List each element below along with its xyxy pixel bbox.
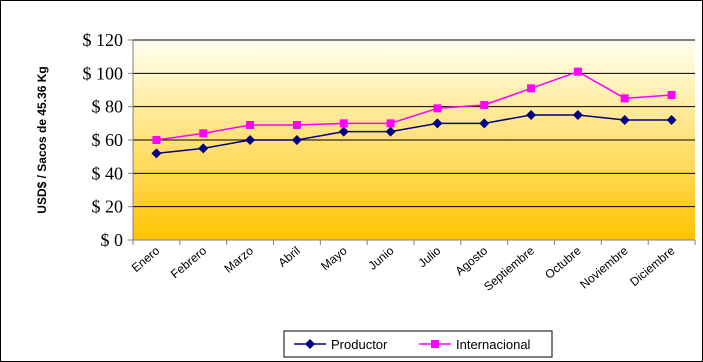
y-tick-label: $ 120 xyxy=(83,30,124,50)
data-point xyxy=(291,135,302,145)
series-productor xyxy=(151,110,677,159)
data-point xyxy=(199,129,208,138)
data-point xyxy=(339,119,348,128)
series-line xyxy=(156,114,672,155)
data-point xyxy=(338,126,349,137)
x-tick-label: Noviembre xyxy=(577,243,631,291)
series-line xyxy=(156,70,672,141)
y-tick-label: $ 60 xyxy=(92,130,124,150)
x-tick-label: Agosto xyxy=(453,243,491,278)
data-point xyxy=(152,136,161,144)
data-point xyxy=(198,143,209,154)
x-tick-label: Abril xyxy=(275,244,302,270)
data-point xyxy=(432,118,443,129)
x-axis-ticks: Enero Febrero Marzo Abril Mayo Junio Julio Agos… xyxy=(129,240,696,294)
legend-label: Productor xyxy=(331,337,388,352)
data-point xyxy=(479,118,490,129)
legend-swatch-marker xyxy=(305,339,315,349)
data-point xyxy=(526,110,537,120)
gridlines xyxy=(133,39,695,208)
y-axis-ticks: $ 0 $ 20 $ 40 $ 60 $ 80 $ 100 $ 120 xyxy=(83,30,133,250)
y-tick-label: $ 20 xyxy=(92,197,124,217)
legend-swatch-marker xyxy=(431,340,439,348)
data-point xyxy=(480,101,489,109)
data-point xyxy=(527,84,536,93)
data-point xyxy=(573,67,582,76)
y-tick-label: $ 0 xyxy=(101,230,124,250)
x-tick-label: Enero xyxy=(129,243,163,275)
data-point xyxy=(572,110,583,120)
x-tick-label: Julio xyxy=(415,243,443,270)
x-tick-label: Mayo xyxy=(318,243,350,273)
x-tick-label: Junio xyxy=(366,243,397,272)
x-tick-label: Marzo xyxy=(221,243,256,275)
data-point xyxy=(666,115,677,125)
data-point xyxy=(667,91,676,99)
x-tick-label: Octubre xyxy=(542,243,584,281)
series-group xyxy=(151,67,677,159)
x-tick-label: Febrero xyxy=(168,243,209,281)
data-point xyxy=(246,121,255,129)
y-tick-label: $ 100 xyxy=(83,63,124,83)
data-point xyxy=(433,104,442,113)
data-point xyxy=(292,121,301,129)
y-tick-label: $ 40 xyxy=(92,163,124,183)
series-internacional xyxy=(152,67,676,144)
data-point xyxy=(151,148,162,159)
x-tick-label: Septiembre xyxy=(481,243,537,293)
y-axis-label: USD$ / Sacos de 45.36 Kg xyxy=(35,66,49,213)
legend-box xyxy=(283,330,553,358)
data-point xyxy=(386,119,395,128)
legend-label: Internacional xyxy=(456,337,531,352)
data-point xyxy=(385,126,396,137)
y-tick-label: $ 80 xyxy=(92,97,124,117)
data-point xyxy=(619,115,630,125)
data-point xyxy=(620,94,629,103)
legend: Productor Internacional xyxy=(283,330,553,358)
data-point xyxy=(245,135,256,145)
x-tick-label: Diciembre xyxy=(627,243,678,289)
